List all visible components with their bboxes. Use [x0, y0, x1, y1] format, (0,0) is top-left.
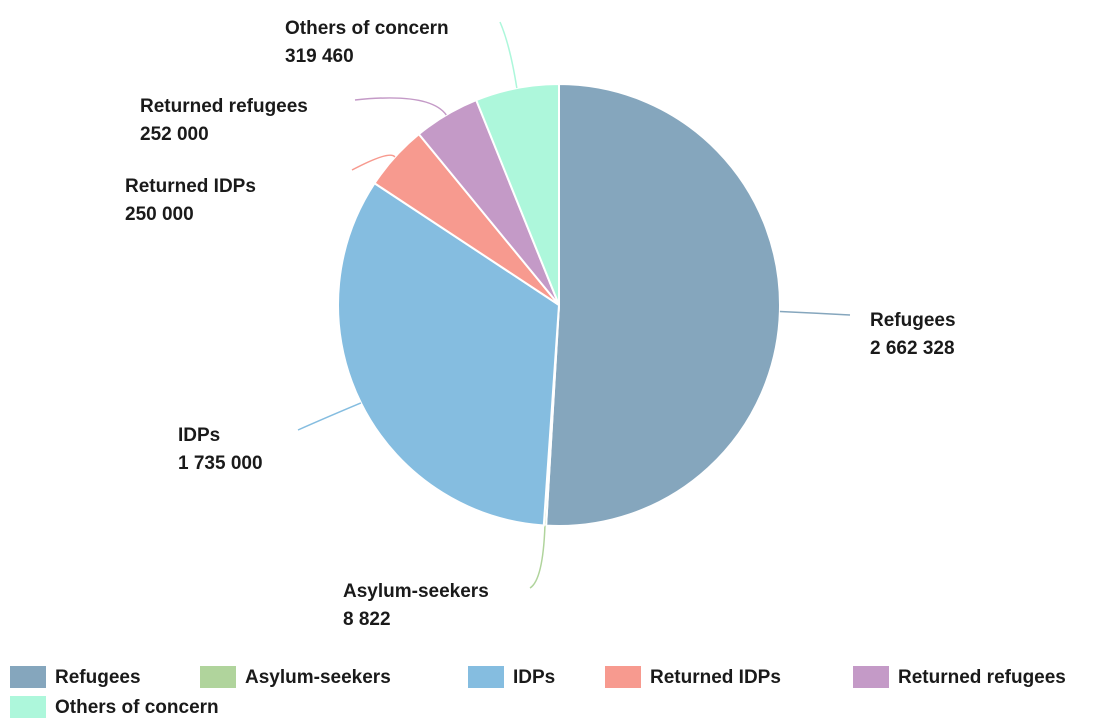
- legend-label: Returned refugees: [898, 667, 1066, 688]
- legend-swatch: [468, 666, 504, 688]
- pie-slice: [545, 82, 781, 527]
- leader-line: [297, 402, 362, 431]
- slice-value: 252 000: [140, 124, 209, 145]
- legend-swatch: [10, 666, 46, 688]
- legend-label: Refugees: [55, 667, 141, 688]
- slice-label: Returned refugees: [140, 96, 308, 117]
- slice-label: Returned IDPs: [125, 176, 256, 197]
- leader-line: [529, 525, 546, 589]
- slice-label: Refugees: [870, 310, 956, 331]
- legend-label: Returned IDPs: [650, 667, 781, 688]
- legend-swatch: [200, 666, 236, 688]
- slice-label: IDPs: [178, 425, 220, 446]
- legend-label: Others of concern: [55, 697, 219, 718]
- slice-label: Asylum-seekers: [343, 581, 489, 602]
- slice-value: 2 662 328: [870, 338, 955, 359]
- leader-line: [499, 21, 518, 89]
- legend-label: IDPs: [513, 667, 555, 688]
- legend-swatch: [605, 666, 641, 688]
- leader-line: [779, 310, 851, 316]
- legend-swatch: [853, 666, 889, 688]
- slice-value: 319 460: [285, 46, 354, 67]
- slice-value: 1 735 000: [178, 453, 263, 474]
- legend-label: Asylum-seekers: [245, 667, 391, 688]
- slice-value: 250 000: [125, 204, 194, 225]
- pie-slice: [474, 82, 560, 306]
- leader-line: [354, 97, 447, 116]
- slice-value: 8 822: [343, 609, 391, 630]
- leader-line: [351, 154, 396, 171]
- legend-swatch: [10, 696, 46, 718]
- slice-label: Others of concern: [285, 18, 449, 39]
